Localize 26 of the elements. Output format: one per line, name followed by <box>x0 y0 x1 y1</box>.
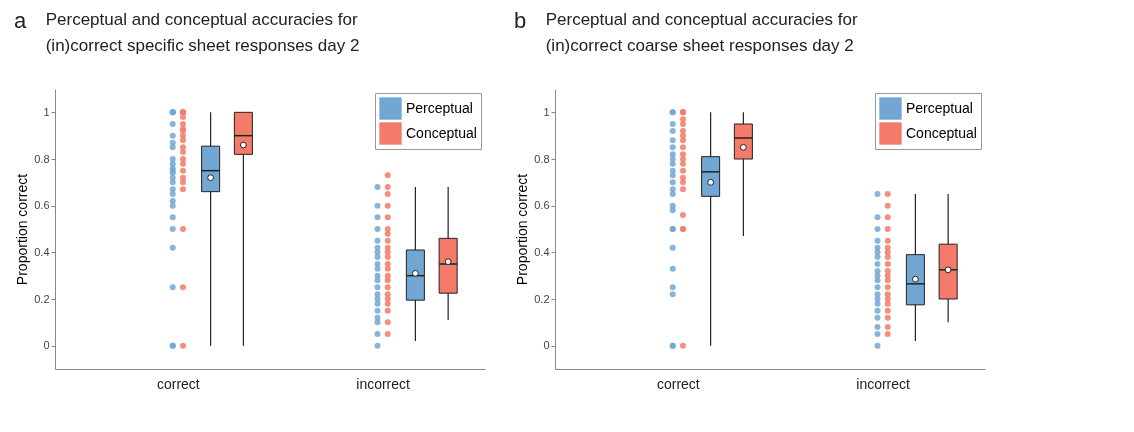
y-tick-label: 1 <box>543 105 550 118</box>
y-tick-label: 0.4 <box>534 245 550 258</box>
chart-title: Perceptual and conceptual accuracies for (in)correct specific sheet responses day 2 <box>45 10 360 55</box>
y-tick-label: 0.2 <box>34 292 50 305</box>
y-tick-label: 0.6 <box>34 199 50 212</box>
y-tick-label: 0.8 <box>34 152 50 165</box>
chart-title: Perceptual and conceptual accuracies for (in)correct coarse sheet responses day 2 <box>545 10 858 55</box>
y-tick-label: 1 <box>43 105 50 118</box>
legend-label: Perceptual <box>406 99 473 116</box>
y-tick-label: 0.4 <box>34 245 50 258</box>
y-tick-label: 0 <box>543 339 550 352</box>
y-tick-label: 0.2 <box>534 292 550 305</box>
y-tick-label: 0 <box>43 339 50 352</box>
y-tick-label: 0.8 <box>534 152 550 165</box>
legend-label: Perceptual <box>906 99 973 116</box>
x-tick-label: incorrect <box>856 375 911 392</box>
x-tick-label: correct <box>156 375 200 392</box>
text: a <box>14 8 27 34</box>
legend-label: Conceptual <box>406 124 477 141</box>
x-tick-label: incorrect <box>356 375 411 392</box>
y-axis-title: Proportion correct <box>14 173 31 286</box>
legend-label: Conceptual <box>906 124 977 141</box>
text: b <box>514 8 527 34</box>
x-tick-label: correct <box>656 375 700 392</box>
y-axis-title: Proportion correct <box>514 173 531 286</box>
y-tick-label: 0.6 <box>534 199 550 212</box>
